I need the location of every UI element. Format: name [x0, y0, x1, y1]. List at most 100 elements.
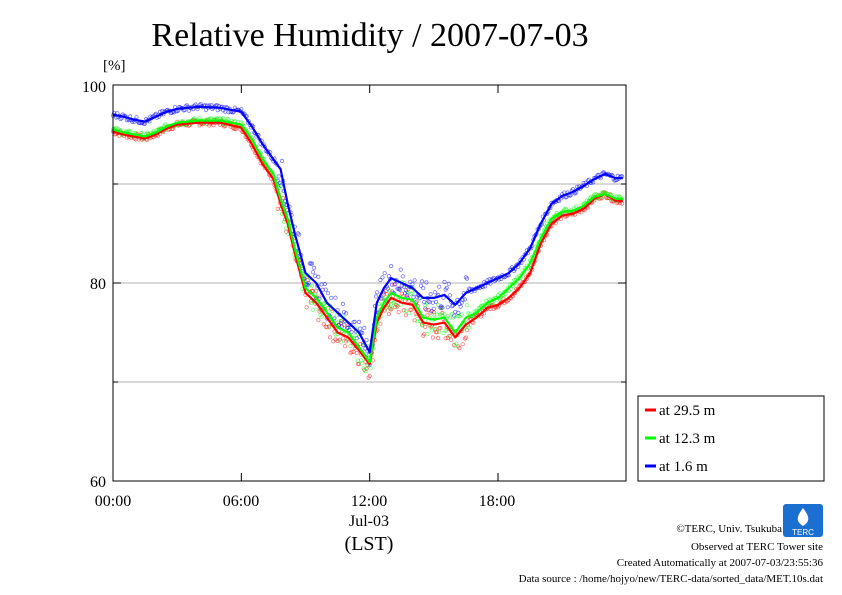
- data-point: [311, 265, 317, 270]
- data-point: [386, 311, 391, 316]
- data-point: [401, 308, 406, 313]
- data-point: [430, 335, 435, 340]
- x-axis-label: (LST): [345, 533, 394, 555]
- data-point: [387, 288, 393, 293]
- data-point: [435, 302, 441, 307]
- data-point: [419, 323, 425, 328]
- data-point: [446, 281, 451, 286]
- data-point: [425, 313, 430, 318]
- data-point: [444, 285, 449, 290]
- data-point: [370, 358, 375, 363]
- data-point: [340, 336, 345, 341]
- data-point: [463, 335, 468, 340]
- data-point: [316, 317, 321, 323]
- legend-label-12-3m: at 12.3 m: [659, 431, 716, 447]
- data-point: [309, 261, 314, 266]
- y-tick-label-80: 80: [90, 276, 106, 293]
- data-point: [279, 158, 285, 163]
- data-point: [428, 292, 433, 297]
- data-point: [277, 182, 282, 187]
- data-point: [448, 337, 454, 342]
- data-point: [457, 345, 462, 351]
- data-point: [360, 361, 365, 366]
- data-point: [435, 335, 441, 341]
- data-point: [459, 312, 464, 317]
- data-point: [333, 332, 338, 337]
- data-point: [423, 306, 428, 311]
- data-point: [433, 326, 439, 332]
- data-point: [403, 313, 409, 318]
- x-tick-label-1200: 12:00: [351, 493, 387, 510]
- data-point: [326, 325, 332, 330]
- data-point: [364, 337, 369, 343]
- data-point: [347, 327, 352, 332]
- data-point: [439, 304, 444, 309]
- data-point: [433, 299, 439, 304]
- data-point: [409, 291, 414, 296]
- footer-observed: Observed at TERC Tower site: [691, 541, 823, 553]
- data-point: [385, 286, 390, 291]
- data-point: [408, 279, 413, 284]
- data-point: [429, 308, 434, 314]
- data-point: [323, 287, 328, 292]
- data-point: [437, 329, 442, 334]
- data-point: [339, 324, 344, 329]
- data-point: [295, 231, 301, 236]
- data-point: [321, 322, 326, 327]
- data-point: [365, 363, 370, 368]
- data-point: [349, 329, 354, 335]
- footer-created: Created Automatically at 2007-07-03/23:5…: [617, 557, 824, 569]
- data-point: [349, 349, 354, 355]
- data-point: [134, 115, 139, 120]
- data-point: [333, 295, 338, 300]
- data-point: [462, 297, 467, 302]
- data-point: [324, 325, 329, 330]
- legend-box: [637, 395, 825, 482]
- data-point: [456, 310, 461, 315]
- data-point: [387, 306, 393, 311]
- data-point: [424, 280, 429, 285]
- data-point: [447, 293, 452, 298]
- data-point: [429, 328, 434, 333]
- data-point: [393, 281, 398, 287]
- terc-logo-text: TERC: [792, 528, 814, 537]
- data-point: [361, 366, 366, 371]
- data-point: [460, 342, 465, 347]
- data-point: [357, 326, 363, 331]
- data-point: [396, 286, 401, 291]
- legend-label-29-5m: at 29.5 m: [659, 403, 716, 419]
- data-point: [304, 305, 309, 310]
- data-point: [431, 312, 436, 317]
- data-point: [338, 339, 343, 344]
- data-point: [442, 312, 447, 317]
- data-point: [378, 277, 383, 283]
- data-point: [310, 270, 316, 275]
- data-point: [322, 281, 327, 287]
- data-point: [343, 311, 349, 316]
- data-point: [415, 319, 420, 324]
- data-point: [422, 299, 427, 305]
- data-point: [306, 280, 311, 286]
- data-point: [375, 290, 380, 295]
- data-point: [466, 325, 472, 330]
- data-point: [356, 319, 362, 324]
- data-point: [368, 366, 373, 371]
- data-point: [441, 330, 446, 335]
- data-point: [409, 307, 414, 312]
- data-point: [458, 304, 463, 309]
- data-point: [437, 284, 442, 289]
- data-point: [388, 307, 394, 312]
- x-tick-label-1800: 18:00: [479, 493, 515, 510]
- data-point: [360, 330, 365, 335]
- data-point: [338, 320, 343, 326]
- y-tick-label-100: 100: [82, 79, 106, 96]
- data-point: [452, 313, 457, 318]
- data-point: [316, 274, 321, 279]
- data-point: [464, 302, 470, 308]
- data-point: [432, 290, 437, 295]
- series-lines: [112, 105, 623, 366]
- x-tick-label-0600: 06:00: [223, 493, 259, 510]
- data-point: [407, 311, 412, 316]
- data-point: [388, 302, 394, 307]
